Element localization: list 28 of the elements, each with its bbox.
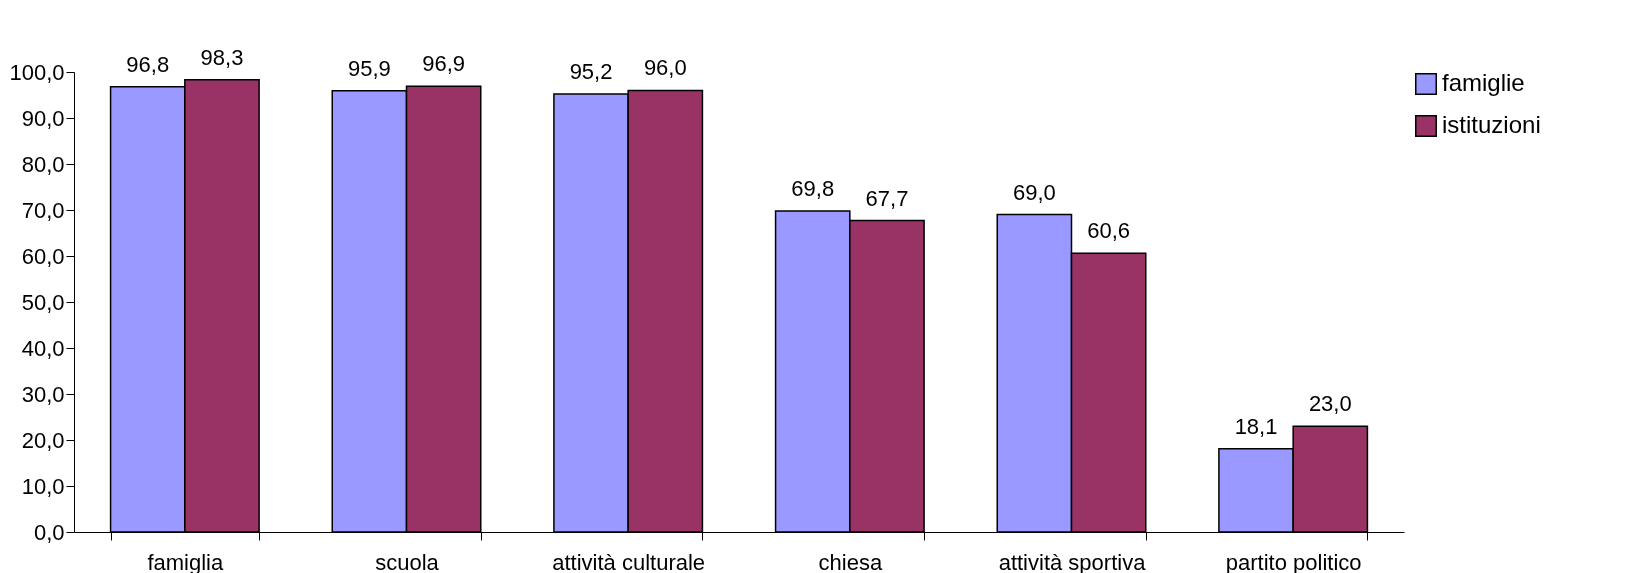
data-label: 96,9 [422,51,466,77]
data-label: 60,6 [1087,218,1131,244]
y-tick-label: 0,0 [33,519,65,545]
y-tick-label: 80,0 [21,151,65,177]
y-tick-label: 100,0 [9,59,65,85]
y-tick-label: 20,0 [21,427,65,453]
y-tick-label: 70,0 [21,197,65,223]
y-tick-label: 50,0 [21,289,65,315]
data-label: 23,0 [1308,391,1352,417]
data-label: 95,9 [347,55,391,81]
data-label: 18,1 [1234,413,1278,439]
y-tick-label: 90,0 [21,105,65,131]
data-label: 69,8 [791,175,835,201]
x-tick-label: scuola [375,549,440,573]
data-label: 95,2 [569,59,613,85]
x-tick-label: chiesa [818,549,883,573]
data-label: 98,3 [200,44,244,70]
legend-label: famiglie [1442,69,1525,96]
legend-label: istituzioni [1442,111,1541,138]
y-tick-label: 40,0 [21,335,65,361]
y-tick-label: 30,0 [21,381,65,407]
y-tick-label: 10,0 [21,473,65,499]
data-label: 96,8 [126,51,170,77]
data-label: 96,0 [643,55,687,81]
y-tick-label: 60,0 [21,243,65,269]
x-tick-label: attività culturale [552,549,706,573]
data-label: 67,7 [865,185,909,211]
data-label: 69,0 [1012,179,1056,205]
